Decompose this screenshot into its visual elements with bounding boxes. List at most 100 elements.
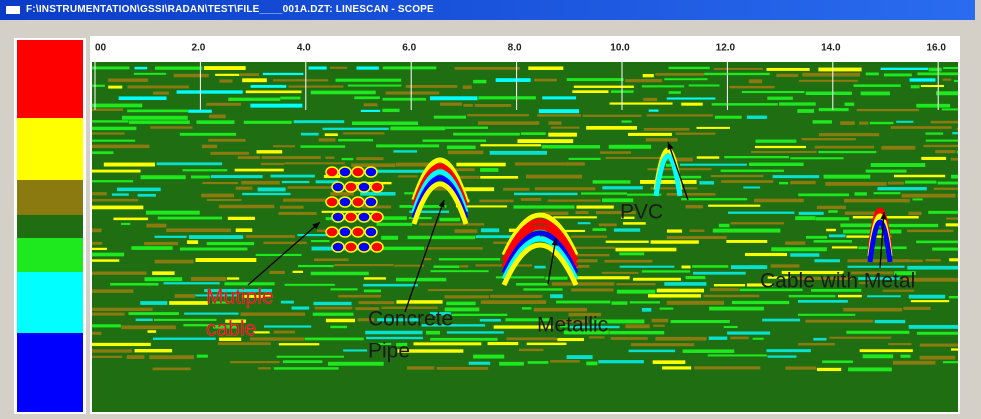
- reflection: [534, 308, 587, 312]
- reflection: [614, 228, 640, 231]
- reflection: [208, 139, 245, 142]
- reflection: [578, 222, 591, 224]
- cable-return: [339, 197, 351, 207]
- reflection: [311, 91, 376, 95]
- reflection: [104, 163, 155, 167]
- reflection: [294, 120, 345, 123]
- reflection: [383, 66, 437, 69]
- reflection: [128, 312, 178, 315]
- reflection: [926, 140, 958, 142]
- reflection: [911, 85, 920, 88]
- reflection: [453, 133, 520, 136]
- reflection: [363, 284, 418, 287]
- reflection: [708, 205, 760, 207]
- reflection: [196, 120, 234, 124]
- reflection: [771, 247, 827, 251]
- reflection: [478, 96, 536, 99]
- reflection: [147, 330, 156, 333]
- reflection: [887, 224, 938, 227]
- reflection: [798, 314, 855, 316]
- reflection: [818, 151, 876, 153]
- reflection: [908, 212, 921, 215]
- reflection: [846, 331, 909, 334]
- reflection: [667, 236, 727, 239]
- reflection: [517, 139, 573, 143]
- reflection: [261, 163, 284, 165]
- reflection: [177, 90, 243, 93]
- reflection: [667, 98, 716, 100]
- reflection: [943, 79, 952, 81]
- reflection: [949, 258, 958, 261]
- reflection: [957, 151, 958, 154]
- reflection: [838, 295, 862, 297]
- reflection: [816, 217, 849, 220]
- annotation-label: Mutiple: [206, 286, 274, 309]
- cable-return: [352, 167, 364, 177]
- reflection: [215, 74, 239, 76]
- reflection: [475, 104, 512, 107]
- reflection: [138, 194, 156, 197]
- reflection: [431, 270, 489, 272]
- reflection: [655, 73, 704, 76]
- reflection: [455, 67, 520, 70]
- reflection: [356, 157, 383, 160]
- reflection: [473, 355, 504, 359]
- reflection: [92, 356, 122, 358]
- reflection: [250, 337, 304, 340]
- reflection: [406, 85, 457, 88]
- reflection: [667, 301, 724, 305]
- reflection: [745, 253, 787, 256]
- reflection: [669, 91, 681, 94]
- reflection: [227, 277, 239, 279]
- reflection: [523, 288, 562, 290]
- ruler-label: 4.0: [297, 43, 311, 54]
- reflection: [548, 133, 577, 137]
- reflection: [490, 295, 542, 298]
- reflection: [273, 145, 295, 147]
- reflection: [571, 288, 613, 291]
- reflection: [845, 103, 855, 106]
- reflection: [325, 156, 334, 159]
- reflection: [92, 253, 124, 257]
- scope-view: 002.04.06.08.010.012.014.016.0 Mutipleca…: [0, 0, 975, 419]
- reflection: [660, 308, 674, 310]
- reflection: [490, 151, 547, 155]
- reflection: [714, 68, 763, 70]
- reflection: [843, 308, 902, 312]
- reflection: [694, 366, 760, 369]
- reflection: [157, 162, 223, 165]
- reflection: [874, 192, 901, 194]
- reflection: [258, 367, 271, 369]
- reflection: [712, 103, 778, 105]
- reflection: [256, 254, 302, 256]
- reflection: [169, 301, 208, 305]
- reflection: [279, 343, 319, 345]
- reflection: [628, 133, 672, 136]
- reflection: [896, 121, 913, 123]
- reflection: [912, 198, 922, 200]
- reflection: [550, 360, 580, 362]
- reflection: [653, 325, 664, 327]
- reflection: [364, 103, 378, 106]
- reflection: [408, 236, 476, 239]
- color-swatch: [17, 238, 83, 272]
- reflection: [113, 218, 147, 221]
- reflection: [499, 362, 524, 366]
- reflection: [814, 259, 840, 262]
- reflection: [180, 133, 236, 136]
- reflection: [825, 182, 886, 186]
- reflection: [330, 326, 347, 328]
- reflection: [625, 79, 662, 82]
- reflection: [305, 338, 364, 341]
- reflection: [136, 319, 153, 321]
- reflection: [121, 223, 130, 225]
- reflection: [92, 170, 141, 173]
- reflection: [798, 300, 848, 303]
- reflection: [197, 355, 208, 358]
- reflection: [390, 126, 445, 130]
- cable-return: [352, 197, 364, 207]
- reflection: [934, 188, 958, 190]
- reflection: [824, 175, 871, 179]
- reflection: [210, 152, 248, 155]
- reflection: [488, 342, 519, 345]
